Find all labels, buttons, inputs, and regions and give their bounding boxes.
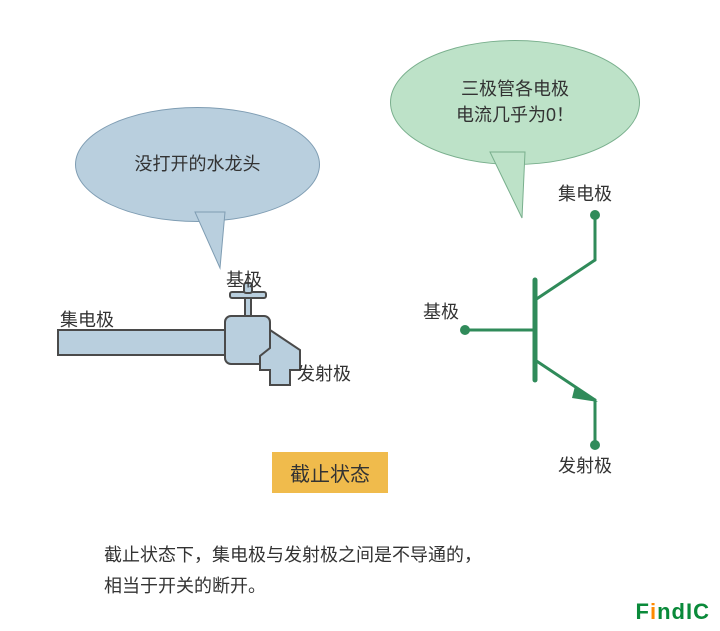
transistor-label-collector: 集电极 <box>558 180 612 206</box>
transistor-drawing <box>460 210 600 450</box>
bubble-tail-left <box>195 212 225 268</box>
description-line2: 相当于开关的断开。 <box>104 571 482 602</box>
watermark-f: F <box>636 599 650 624</box>
transistor-label-base: 基极 <box>423 298 459 324</box>
emitter-arrow-icon <box>572 386 598 402</box>
faucet-label-base: 基极 <box>226 266 262 292</box>
faucet-label-emitter: 发射极 <box>297 360 351 386</box>
description-text: 截止状态下，集电极与发射极之间是不导通的， 相当于开关的断开。 <box>104 540 482 601</box>
faucet-label-collector: 集电极 <box>60 306 114 332</box>
description-line1: 截止状态下，集电极与发射极之间是不导通的， <box>104 540 482 571</box>
watermark: FindIC <box>636 599 710 625</box>
watermark-rest: ndIC <box>657 599 710 624</box>
faucet-drawing <box>58 283 300 385</box>
transistor-label-emitter: 发射极 <box>558 452 612 478</box>
state-label-box: 截止状态 <box>272 452 388 493</box>
bubble-tail-right <box>490 152 525 218</box>
